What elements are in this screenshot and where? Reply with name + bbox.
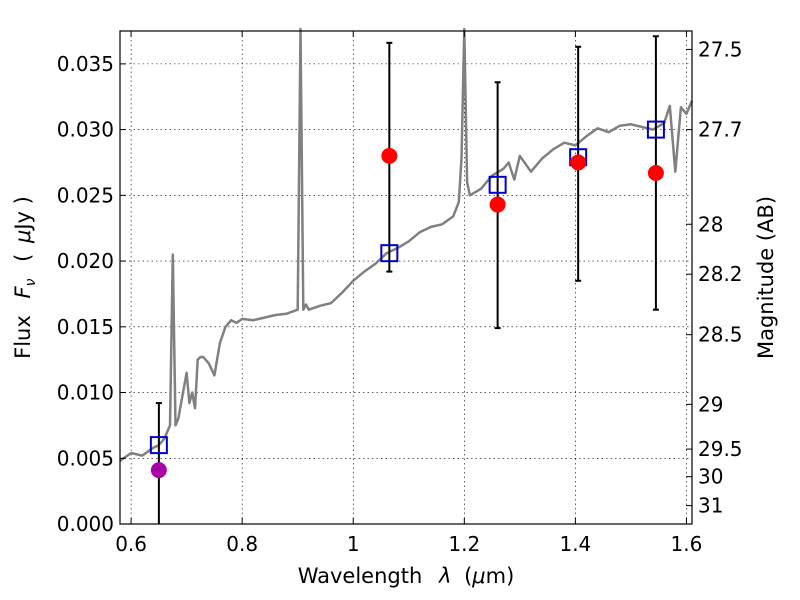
- y2-tick-label: 30: [698, 465, 723, 489]
- y2-tick-label: 27.5: [698, 37, 743, 61]
- y-axis-label-unit-close: Jy ): [11, 196, 35, 232]
- y2-tick-label: 29: [698, 392, 723, 416]
- y-tick-label: 0.000: [57, 512, 114, 536]
- error-bars: [155, 35, 659, 524]
- y-tick-label: 0.010: [57, 381, 114, 405]
- y-axis-label-unit-mu: μ: [11, 230, 35, 244]
- tick-labels: 0.6 0.8 1 1.2 1.4 1.6 0.000 0.005 0.010 0.015 0.02…: [57, 37, 743, 556]
- measured-point: [150, 462, 167, 479]
- model-point: [488, 175, 507, 194]
- spectrum-series: [119, 27, 694, 462]
- x-tick-label: 0.8: [226, 532, 258, 556]
- y-tick-label: 0.020: [57, 249, 114, 273]
- spectrum-line: [119, 27, 694, 462]
- y2-tick-label: 28.2: [698, 262, 743, 286]
- model-point: [149, 436, 168, 455]
- y-axis-label-text: Flux: [11, 315, 35, 359]
- x-tick-label: 1: [347, 532, 360, 556]
- grid: [120, 31, 692, 525]
- x-axis-label-symbol: λ: [438, 564, 451, 588]
- y2-tick-label: 28.5: [698, 323, 743, 347]
- x-tick-label: 1.2: [448, 532, 480, 556]
- y-tick-label: 0.035: [57, 52, 114, 76]
- y-tick-label: 0.025: [57, 183, 114, 207]
- axis-ticks: [120, 31, 692, 525]
- x-axis-label: Wavelength λ (μm): [298, 564, 515, 588]
- y-axis-label-sub: ν: [23, 278, 39, 286]
- y2-tick-label: 31: [698, 494, 723, 518]
- y2-tick-label: 28: [698, 212, 723, 236]
- y2-tick-label: 27.7: [698, 118, 743, 142]
- x-axis-label-text: Wavelength: [298, 564, 423, 588]
- y-tick-label: 0.030: [57, 118, 114, 142]
- y-axis-label: Flux Fν ( μJy ): [11, 196, 40, 359]
- x-axis-label-unit-close: m): [486, 564, 515, 588]
- x-axis-label-unit-mu: μ: [471, 564, 485, 588]
- y2-tick-label: 29.5: [698, 437, 743, 461]
- y2-axis-label: Magnitude (AB): [754, 196, 778, 359]
- model-point: [646, 120, 665, 139]
- x-tick-label: 1.4: [559, 532, 591, 556]
- x-axis-label-unit-open: (: [464, 564, 472, 588]
- y-tick-label: 0.005: [57, 446, 114, 470]
- model-point: [380, 244, 399, 263]
- y-tick-label: 0.015: [57, 315, 114, 339]
- y-axis-label-unit-open: (: [11, 254, 35, 262]
- x-tick-label: 0.6: [115, 532, 147, 556]
- data-markers: [149, 120, 665, 479]
- measured-point: [489, 196, 506, 213]
- measured-point: [570, 154, 587, 171]
- x-tick-label: 1.6: [671, 532, 703, 556]
- y-axis-label-symbol: F: [11, 286, 35, 299]
- plot-frame: [119, 30, 693, 525]
- measured-point: [381, 147, 398, 164]
- measured-point: [647, 164, 664, 181]
